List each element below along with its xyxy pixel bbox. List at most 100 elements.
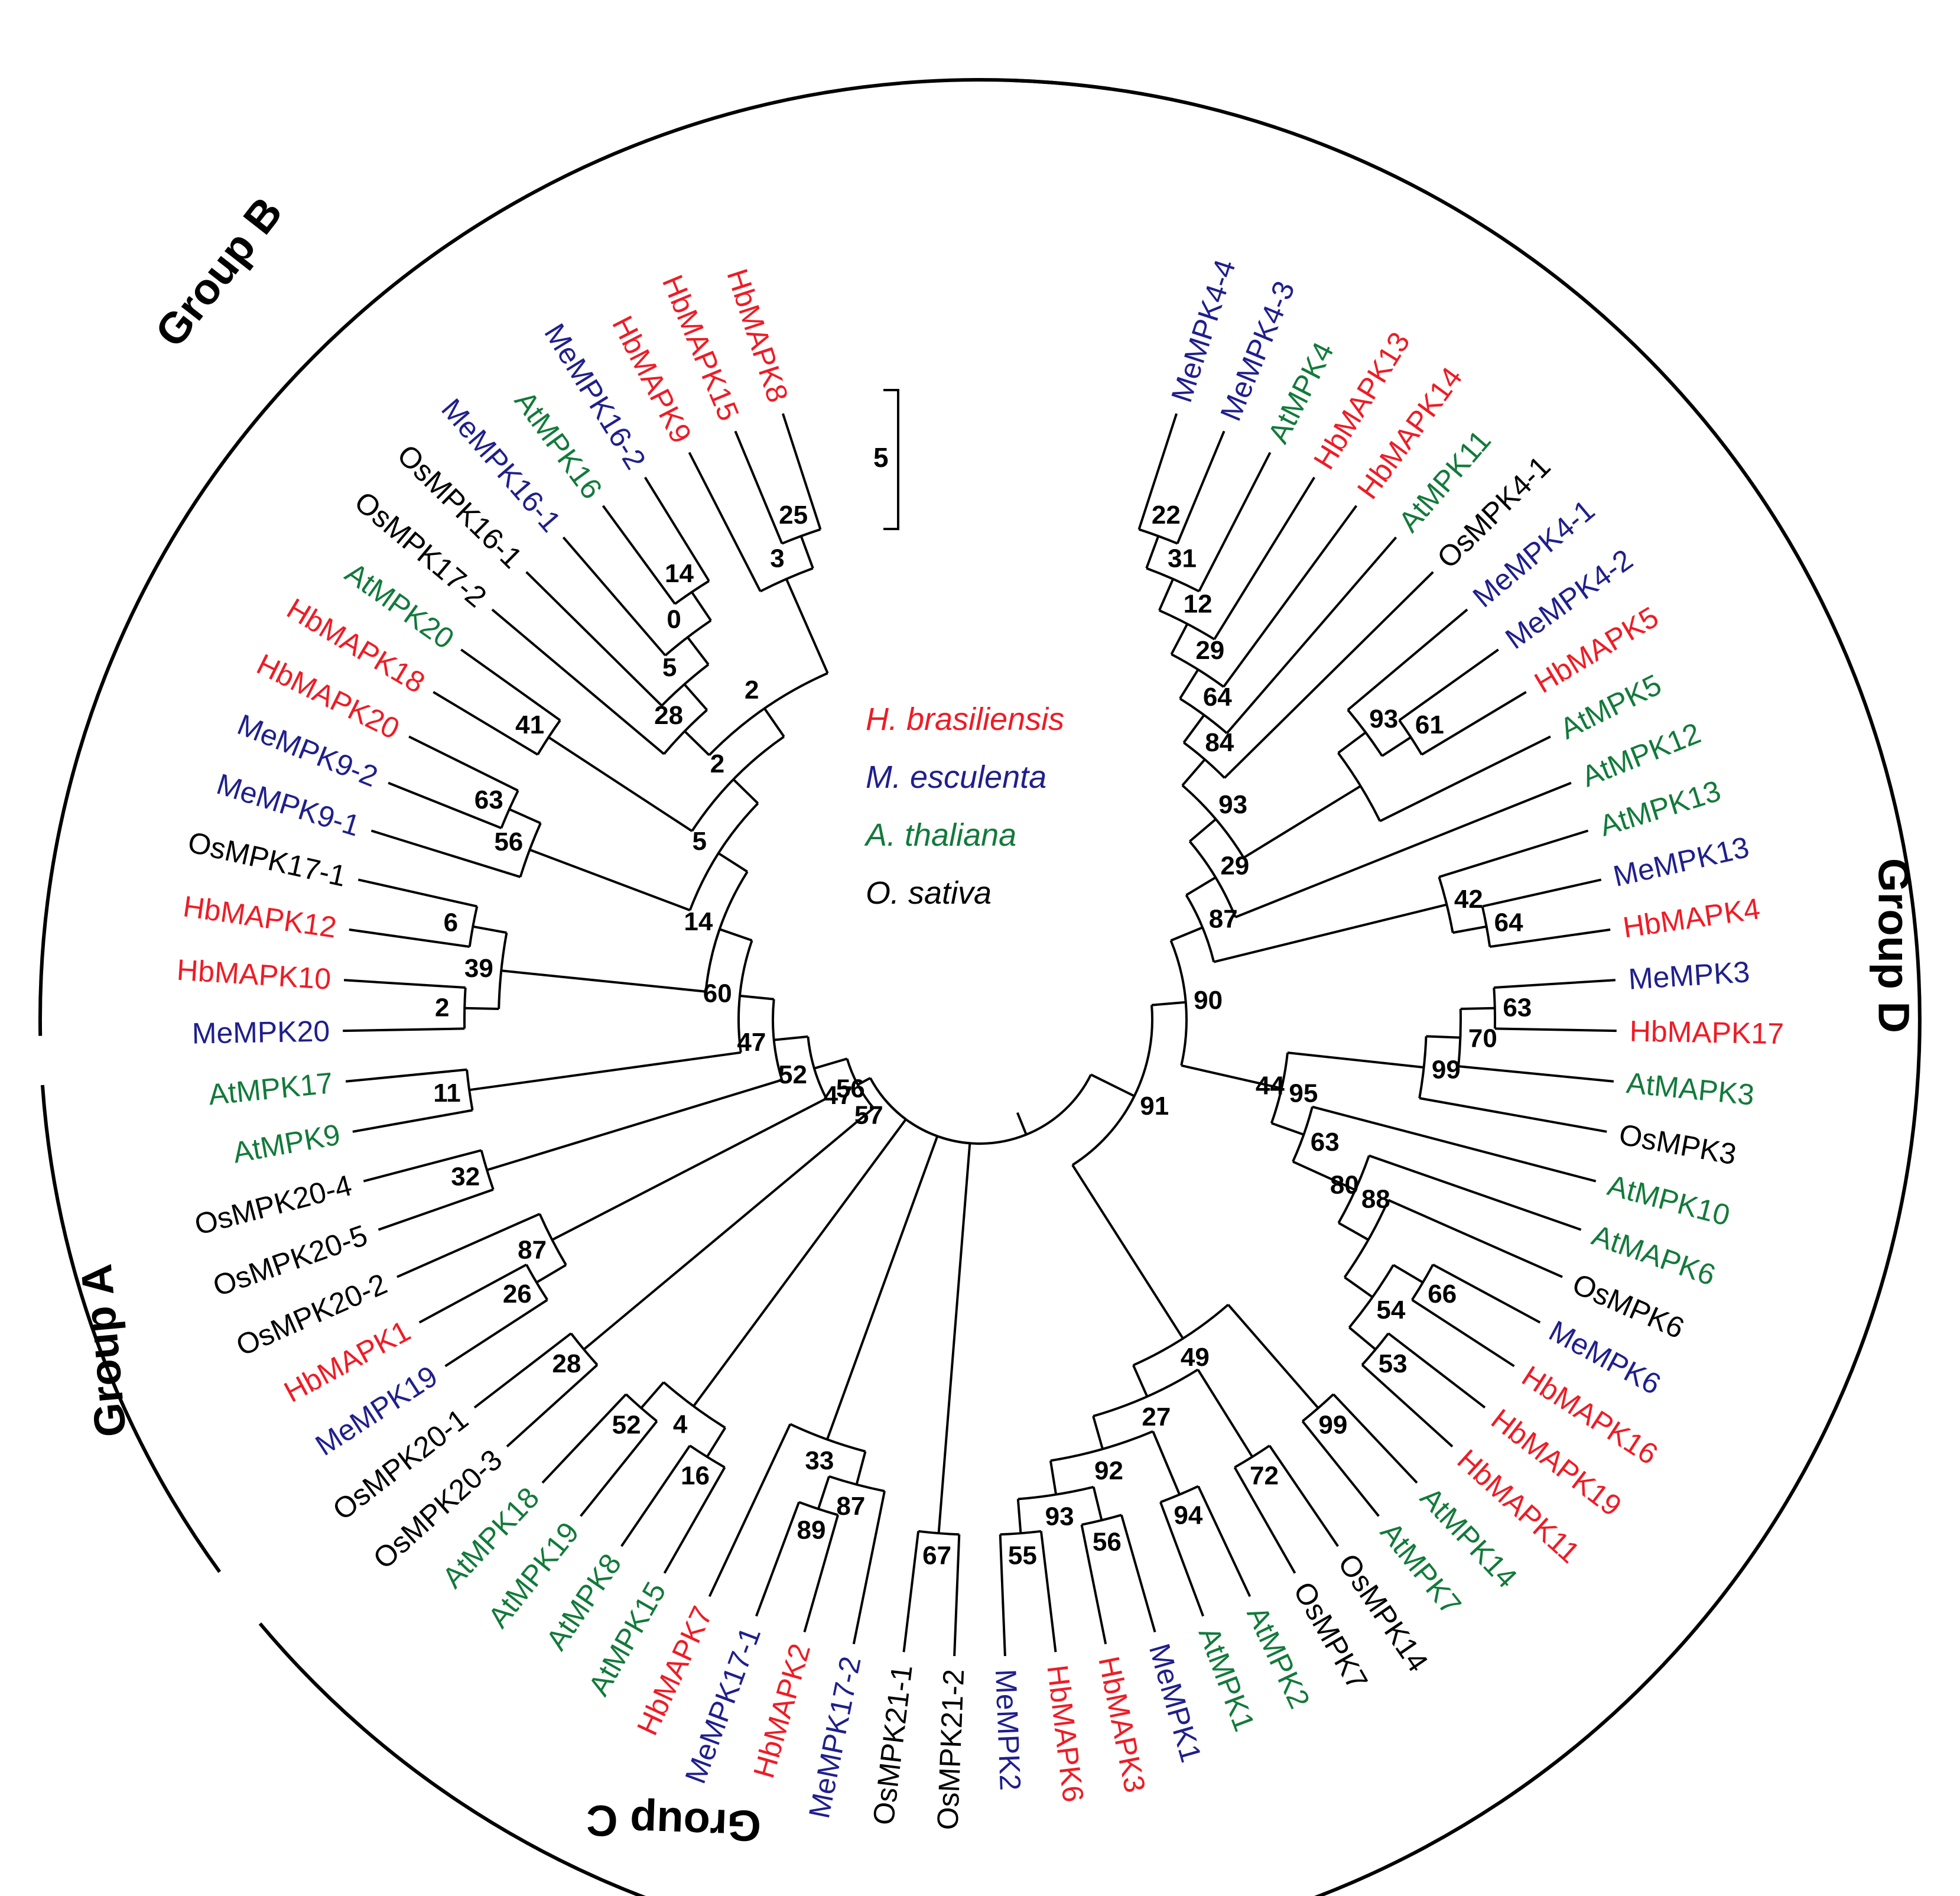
leaf-branch-mempk1 [1120,1514,1156,1632]
branch-line-105 [814,1057,848,1070]
leaf-branch-atmpk8 [620,1444,691,1547]
branch-line-61 [1227,1304,1319,1409]
branch-arc-62 [1302,1393,1334,1423]
scale-bar-label: 5 [873,442,889,473]
branch-line-131 [509,808,541,824]
branch-line-65 [1197,1369,1254,1458]
bootstrap-value: 26 [503,1280,532,1309]
branch-arc-148 [759,567,814,593]
branch-arc-24 [1138,528,1178,545]
branch-arc-108 [538,1213,567,1266]
bootstrap-value: 64 [1203,683,1232,712]
leaf-branch-atmpk10 [1312,1105,1597,1183]
branch-arc-122 [498,932,508,1009]
bootstrap-value: 92 [1094,1456,1123,1485]
branch-line-57 [1348,1326,1377,1350]
leaf-branch-osmpk7 [1233,1466,1296,1574]
branch-line-5 [1151,1001,1186,1007]
leaf-label-osmpk21-2: OsMPK21-2 [931,1668,970,1830]
bootstrap-value: 5 [662,653,677,682]
branch-line-3 [1090,1073,1135,1098]
group-label-d: Group D [1870,858,1919,1033]
leaf-branch-osmpk20-5 [378,1188,494,1231]
branch-line-29 [1381,736,1412,757]
leaf-branch-hbmapk8 [781,413,822,530]
leaf-label-atmapk3: AtMAPK3 [1625,1066,1756,1112]
branch-arc-86 [789,1423,866,1453]
bootstrap-value: 87 [518,1236,547,1265]
branch-line-59 [1071,1164,1184,1339]
branch-line-127 [717,852,748,873]
bootstrap-value: 91 [1140,1092,1169,1121]
species-legend: H. brasiliensis M. esculenta A. thaliana… [864,702,1064,911]
leaf-label-osmpk3: OsMPK3 [1617,1118,1739,1171]
branch-arc-102 [846,1058,875,1109]
leaf-branch-atmpk2 [1197,1485,1252,1598]
branch-line-97 [640,1381,665,1409]
branch-line-13 [1181,758,1206,787]
branch-arc-26 [1337,752,1382,822]
bootstrap-value: 47 [824,1081,853,1110]
leaf-branch-osmpk6 [1387,1199,1563,1278]
leaf-branch-mempk9-2 [388,781,502,829]
branch-arc-90 [798,1501,838,1517]
branch-arc-6 [1169,940,1188,1066]
bootstrap-value: 87 [1209,904,1238,933]
bootstrap-value: 95 [1289,1079,1318,1108]
bootstrap-value: 63 [1311,1128,1340,1157]
branch-arc-8 [1185,894,1215,963]
bootstrap-value: 41 [515,710,544,739]
branch-arc-116 [737,940,753,1053]
leaf-branch-atmpk1 [1159,1501,1204,1617]
branch-line-19 [1170,623,1189,655]
bootstrap-value: 29 [1220,852,1249,881]
leaf-branch-osmpk20-3 [506,1363,599,1447]
bootstrap-value: 93 [1369,704,1398,733]
branch-line-9 [1185,876,1217,897]
branch-arc-60 [1133,1303,1229,1366]
leaf-branch-hbmapk4 [1490,928,1611,948]
branch-arc-84 [885,1099,938,1138]
bootstrap-value: 93 [1045,1502,1074,1531]
branch-line-119 [719,928,753,942]
leaf-label-hbmapk3: HbMAPK3 [1092,1654,1152,1796]
branch-line-55 [1393,1264,1424,1284]
branch-line-111 [773,1035,808,1041]
leaf-branch-mempk19 [444,1298,548,1368]
leaf-label-hbmapk10: HbMAPK10 [176,953,332,996]
leaf-branch-mempk9-1 [370,829,521,878]
bootstrap-value: 25 [779,501,808,530]
bootstrap-value: 52 [778,1060,807,1089]
leaf-label-atmpk13: AtMPK13 [1595,774,1724,843]
branch-arc-88 [828,1475,885,1492]
branch-arc-118 [466,1069,474,1111]
leaf-branch-osmpk14 [1268,1444,1339,1547]
bootstrap-value: 61 [1415,710,1444,739]
leaf-branch-hbmapk7 [708,1423,792,1598]
branch-arc-104 [570,1332,599,1366]
leaf-label-atmpk10: AtMPK10 [1604,1168,1734,1232]
leaf-label-hbmapk12: HbMAPK12 [181,889,339,944]
tree-branches [343,413,1617,1657]
leaf-label-mempk1: MeMPK1 [1143,1640,1208,1766]
branch-line-51 [1338,1222,1369,1241]
branch-arc-32 [1438,876,1454,933]
leaf-branch-hbmapk11 [1361,1363,1454,1447]
bootstrap-values: 2231122964846193932964428763709966535488… [433,501,1532,1570]
group-arc-c [258,1622,646,1896]
branch-line-23 [1145,535,1160,569]
branch-arc-144 [664,619,712,657]
branch-line-137 [763,707,785,738]
bootstrap-value: 56 [494,827,523,856]
branch-line-139 [684,730,710,757]
branch-line-47 [1292,1160,1325,1177]
branch-line-125 [472,925,507,934]
branch-line-123 [464,1007,499,1010]
branch-line-69 [1152,1431,1181,1495]
branch-line-109 [535,1264,567,1284]
leaf-branch-atmpk4 [1198,452,1272,592]
branch-arc-142 [661,663,710,707]
branch-line-87 [855,1451,867,1485]
branch-arc-134 [691,735,785,832]
